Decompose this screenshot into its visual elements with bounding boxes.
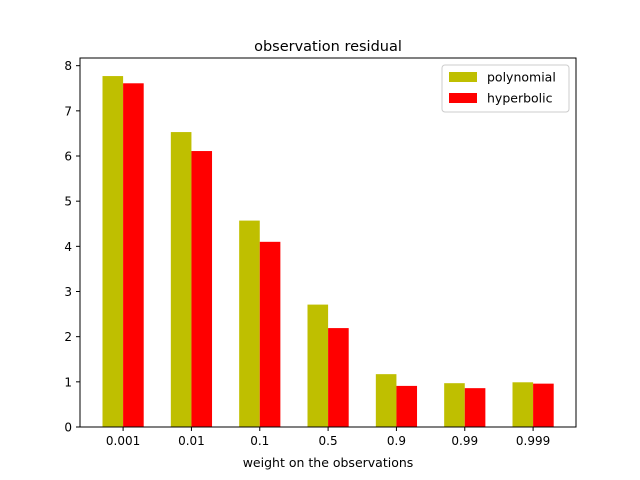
y-tick-label: 6 [64,150,72,164]
bars-layer [102,76,554,427]
bar-polynomial-0.5 [307,304,329,427]
x-tick-label: 0.01 [178,434,205,448]
x-tick-label: 0.001 [106,434,140,448]
x-axis-label: weight on the observations [243,455,414,470]
bar-hyperbolic-0.999 [533,383,554,427]
bar-polynomial-0.999 [512,382,534,427]
y-tick-label: 7 [64,104,72,118]
bar-hyperbolic-0.1 [259,241,281,427]
bar-polynomial-0.01 [170,132,192,427]
legend-swatch-hyperbolic [449,93,477,103]
y-tick-label: 2 [64,330,72,344]
y-tick-label: 0 [64,421,72,435]
y-tick-label: 8 [64,59,72,73]
legend-label-hyperbolic: hyperbolic [487,91,553,106]
bar-hyperbolic-0.9 [396,385,418,427]
y-axis: 0 1 2 3 4 5 6 7 8 [64,59,80,435]
legend-label-polynomial: polynomial [487,70,556,85]
y-tick-label: 3 [64,285,72,299]
y-tick-label: 5 [64,195,72,209]
bar-polynomial-0.001 [102,76,124,427]
y-tick-label: 1 [64,375,72,389]
legend-swatch-polynomial [449,72,477,82]
x-tick-label: 0.5 [319,434,338,448]
bar-polynomial-0.9 [375,374,397,427]
bar-hyperbolic-0.5 [328,328,349,427]
x-tick-label: 0.99 [451,434,478,448]
bar-hyperbolic-0.01 [191,151,213,427]
bar-hyperbolic-0.001 [123,83,144,427]
chart-title: observation residual [254,39,402,55]
bar-polynomial-0.1 [239,220,260,427]
x-tick-label: 0.9 [387,434,406,448]
x-axis: 0.001 0.01 0.1 0.5 0.9 0.99 0.999 [106,427,550,448]
bar-hyperbolic-0.99 [464,388,486,427]
x-tick-label: 0.999 [516,434,550,448]
y-tick-label: 4 [64,240,72,254]
legend: polynomial hyperbolic [441,64,570,113]
bar-polynomial-0.99 [444,383,465,427]
x-tick-label: 0.1 [250,434,269,448]
